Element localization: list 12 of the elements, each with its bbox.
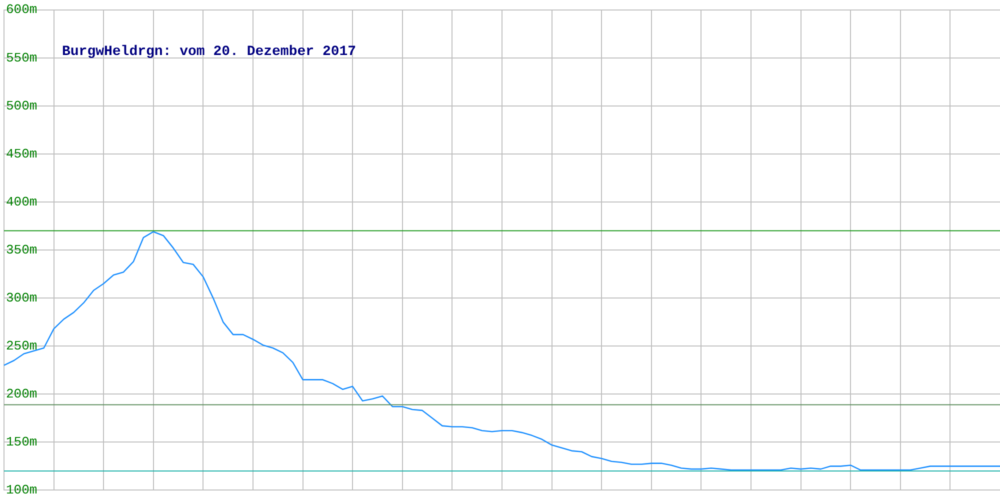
y-tick-label: 350m	[6, 242, 38, 258]
y-tick-label: 500m	[6, 98, 38, 114]
y-tick-label: 200m	[6, 386, 38, 402]
y-tick-label: 100m	[6, 482, 38, 498]
y-tick-label: 150m	[6, 434, 38, 450]
y-tick-label: 400m	[6, 194, 38, 210]
y-tick-label: 300m	[6, 290, 38, 306]
y-tick-label: 450m	[6, 146, 38, 162]
y-tick-label: 550m	[6, 50, 38, 66]
y-tick-label: 600m	[6, 2, 38, 18]
text: BurgwHeldrgn: vom 20. Dezember 2017	[62, 44, 356, 60]
y-tick-label: 250m	[6, 338, 38, 354]
